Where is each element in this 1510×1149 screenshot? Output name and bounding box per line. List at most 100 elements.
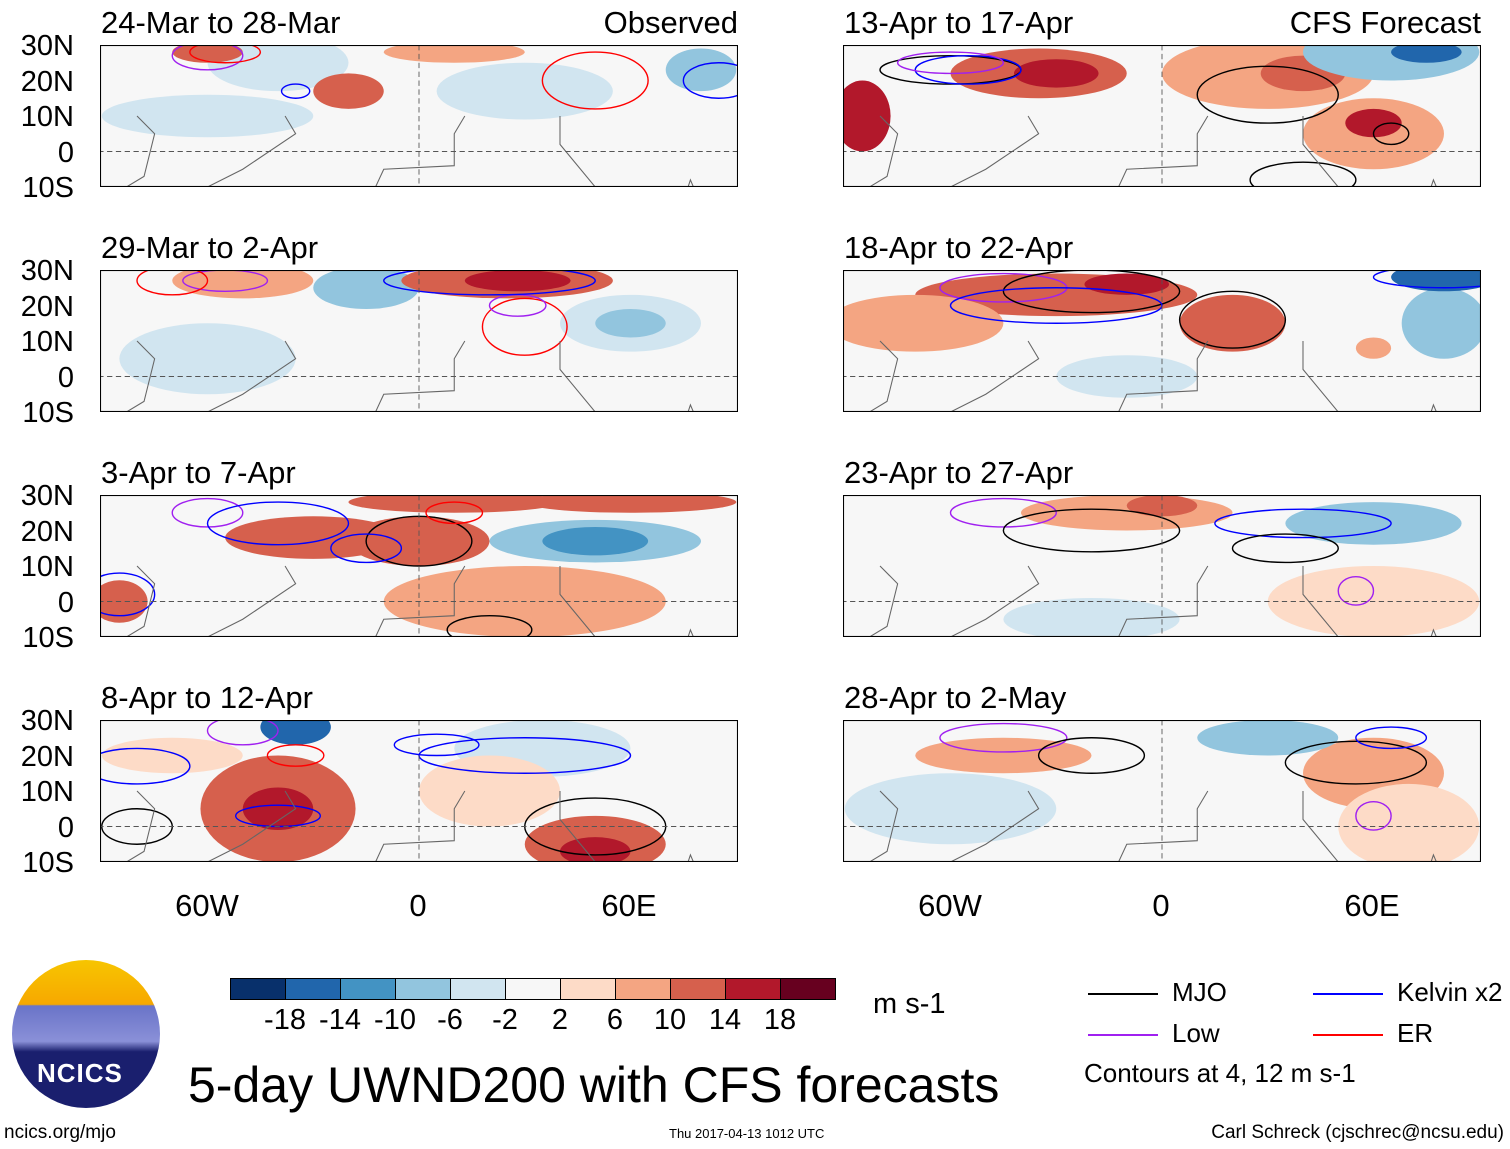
colorbar-swatch <box>670 978 726 1000</box>
wave-contour <box>1002 508 1181 553</box>
wave-contour <box>541 51 649 110</box>
panel-title: 3-Apr to 7-Apr <box>101 455 296 490</box>
lon-label: 0 <box>1152 888 1170 923</box>
wave-contour <box>1249 161 1357 187</box>
colorbar-label: 10 <box>653 1004 687 1036</box>
anomaly-shading <box>172 270 314 299</box>
footer-center: Thu 2017-04-13 1012 UTC <box>669 1126 825 1141</box>
wave-contour <box>136 270 209 296</box>
colorbar-swatch <box>230 978 286 1000</box>
panel-tag: Observed <box>603 5 738 40</box>
ncics-logo <box>12 960 160 1108</box>
colorbar-swatch <box>780 978 836 1000</box>
legend-label: ER <box>1397 1018 1434 1048</box>
colorbar-label: -14 <box>319 1004 361 1036</box>
colorbar-label: -10 <box>374 1004 416 1036</box>
legend-label: Low <box>1172 1018 1220 1048</box>
wave-contour <box>280 83 311 99</box>
legend-line-low <box>1088 1034 1158 1036</box>
legend-line-mjo <box>1088 993 1158 995</box>
wave-contour <box>1214 508 1392 539</box>
lat-label: 20N <box>20 515 74 548</box>
anomaly-shading <box>313 73 384 109</box>
logo-text: NCICS <box>37 1058 123 1088</box>
lon-label: 60W <box>918 888 982 923</box>
coastline <box>125 565 695 637</box>
anomaly-shading <box>1355 337 1392 359</box>
anomaly-shading <box>1013 59 1099 88</box>
lat-label: 10N <box>20 326 74 358</box>
anomaly-shading <box>1338 783 1480 862</box>
lon-label: 60W <box>175 888 239 923</box>
anomaly-shading <box>119 323 296 395</box>
anomaly-shading <box>101 94 314 138</box>
lat-label: 10N <box>20 101 74 133</box>
lat-label: 10S <box>22 847 74 879</box>
anomaly-shading <box>1345 108 1402 138</box>
lon-label: 60E <box>601 888 657 923</box>
wave-contour <box>425 501 484 525</box>
wave-contour <box>1002 270 1181 314</box>
colorbar-swatch <box>450 978 506 1000</box>
anomaly-shading <box>844 773 1057 845</box>
colorbar-swatch <box>395 978 451 1000</box>
colorbar-swatch <box>615 978 671 1000</box>
lat-label: 10N <box>20 551 74 583</box>
panel-title: 23-Apr to 27-Apr <box>844 455 1074 490</box>
wave-contour <box>171 45 244 71</box>
anomaly-shading <box>1021 495 1233 531</box>
lat-label: 30N <box>20 705 74 737</box>
colorbar-swatch <box>725 978 781 1000</box>
footer-right: Carl Schreck (cjschrec@ncsu.edu) <box>1211 1122 1504 1143</box>
anomaly-shading <box>100 580 148 623</box>
map-panel <box>100 270 738 412</box>
colorbar-swatch <box>505 978 561 1000</box>
wave-contour <box>189 45 262 64</box>
wave-contour <box>1196 65 1339 124</box>
lat-label: 10N <box>20 776 74 808</box>
panel-tag: CFS Forecast <box>1289 5 1481 40</box>
map-panel <box>100 495 738 637</box>
wave-contour <box>939 722 1068 753</box>
anomaly-shading <box>242 787 314 831</box>
wave-contour <box>1372 122 1410 146</box>
colorbar-label: 2 <box>551 1004 569 1036</box>
panel-title: 13-Apr to 17-Apr <box>844 5 1074 40</box>
anomaly-shading <box>436 62 613 120</box>
wave-contour <box>393 733 480 757</box>
legend-label: MJO <box>1172 977 1227 1007</box>
wave-contour <box>1037 737 1146 774</box>
panel-title: 24-Mar to 28-Mar <box>101 5 341 40</box>
colorbar-label: -6 <box>437 1004 463 1036</box>
anomaly-shading <box>313 270 419 310</box>
lat-label: 30N <box>20 480 74 512</box>
anomaly-shading <box>595 309 666 338</box>
lat-label: 0 <box>57 136 74 169</box>
wave-contour <box>383 270 596 296</box>
coastline <box>125 115 695 187</box>
anomaly-shading <box>101 737 243 774</box>
lat-label: 0 <box>57 586 74 619</box>
lat-label: 20N <box>20 290 74 323</box>
coastline <box>868 790 1438 862</box>
wave-contour <box>206 720 279 746</box>
wave-contour <box>171 497 244 528</box>
wave-contour <box>446 614 533 637</box>
map-panel <box>843 45 1481 187</box>
anomaly-shading <box>1401 287 1481 359</box>
lat-label: 30N <box>20 30 74 62</box>
anomaly-shading <box>560 837 631 862</box>
coastline <box>868 340 1438 412</box>
wave-contour <box>1355 726 1428 750</box>
wave-contour <box>682 62 738 99</box>
wave-contour <box>1355 800 1392 831</box>
anomaly-shading <box>1391 45 1462 63</box>
map-panel <box>843 720 1481 862</box>
wave-contour <box>949 497 1057 528</box>
colorbar-swatch <box>560 978 616 1000</box>
wave-contour <box>896 51 1005 75</box>
wave-contour <box>266 744 325 767</box>
legend-line-er <box>1313 1034 1383 1036</box>
panel-title: 28-Apr to 2-May <box>844 680 1067 715</box>
